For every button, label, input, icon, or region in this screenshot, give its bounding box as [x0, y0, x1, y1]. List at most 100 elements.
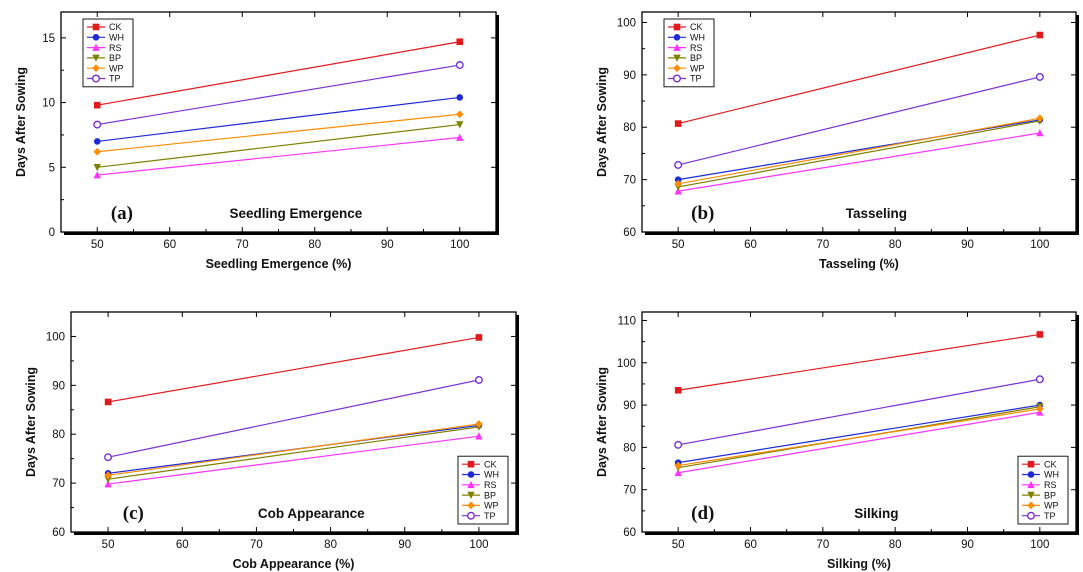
data-point-wh [93, 138, 101, 145]
series-line-ck [678, 34, 1040, 125]
x-tick-label: 100 [1030, 539, 1049, 551]
y-tick-label: 15 [42, 33, 55, 45]
y-tick-label: 90 [52, 380, 65, 392]
data-point-wh [456, 94, 464, 101]
legend-box [663, 18, 715, 88]
y-axis-title: Days After Sowing [24, 367, 38, 477]
series-line-wh [678, 119, 1040, 181]
y-tick-label: 90 [623, 70, 636, 82]
legend-label-wp: WP [1044, 501, 1059, 511]
x-tick-label: 100 [469, 539, 488, 551]
series-line-wh [97, 96, 460, 143]
data-point-bp [456, 121, 464, 129]
chart-panel-2: 50 60 70 80 90 100 60 70 80 90 100 Tasseling (%) Day… [595, 11, 1079, 271]
panel-title: Silking [854, 506, 898, 521]
y-tick-label: 70 [623, 175, 636, 187]
chart-panel-1: 50 60 70 80 90 100 0 5 10 15 Seedling Emergence (%… [14, 11, 499, 271]
x-tick-label: 60 [163, 239, 176, 251]
legend-marker-ck [1027, 460, 1035, 468]
y-tick-label: 110 [618, 315, 636, 327]
legend-label-tp: TP [109, 74, 121, 84]
y-tick-label: 5 [49, 162, 55, 174]
legend-label-rs: RS [1044, 480, 1057, 490]
y-tick-label: 90 [623, 400, 636, 412]
x-tick-label: 90 [381, 239, 394, 251]
y-tick-label: 70 [52, 478, 65, 490]
legend-box [457, 455, 509, 525]
legend-marker-tp [91, 74, 100, 83]
y-tick-label: 80 [52, 429, 65, 441]
legend-label-ck: CK [690, 22, 703, 32]
legend-marker-ck [92, 23, 100, 31]
series-line-wp [97, 113, 460, 153]
data-point-tp [455, 61, 464, 70]
data-point-ck [1036, 31, 1044, 39]
series-line-wp [678, 408, 1040, 467]
data-point-wp [674, 179, 682, 188]
x-tick-label: 70 [816, 539, 829, 551]
data-point-ck [1036, 331, 1044, 338]
series-line-rs [97, 136, 460, 176]
series-line-tp [107, 379, 480, 458]
legend-label-wp: WP [690, 63, 705, 73]
legend-box [1017, 455, 1069, 525]
y-tick-label: 70 [623, 485, 636, 497]
legend-label-ck: CK [484, 459, 497, 469]
legend-marker-rs [92, 43, 100, 51]
data-point-ck [674, 120, 682, 127]
legend-label-tp: TP [484, 511, 496, 521]
series-line-rs [108, 435, 479, 485]
x-tick-label: 50 [102, 539, 115, 551]
legend-marker-tp [1026, 511, 1035, 520]
x-tick-label: 90 [961, 539, 974, 551]
legend-label-rs: RS [484, 480, 497, 490]
legend-label-rs: RS [109, 43, 122, 53]
legend-marker-rs [673, 43, 681, 51]
legend-marker-tp [467, 511, 476, 520]
legend-marker-wh [467, 471, 475, 478]
y-tick-label: 80 [623, 122, 636, 134]
data-point-tp [1035, 72, 1044, 81]
data-point-ck [456, 38, 464, 46]
series-line-rs [678, 132, 1040, 192]
x-axis-title: Cob Appearance (%) [233, 557, 355, 571]
series-line-bp [97, 123, 460, 168]
series-line-tp [97, 64, 460, 126]
legend-label-bp: BP [484, 490, 496, 500]
panel-tag: (c) [123, 503, 144, 524]
panel-tag: (d) [691, 503, 714, 524]
data-point-wp [674, 461, 682, 470]
chart-panel-3: 50 60 70 80 90 100 60 70 80 90 100 Cob Appearance (… [24, 311, 519, 571]
y-tick-label: 100 [617, 17, 636, 29]
y-tick-label: 100 [46, 331, 65, 343]
legend-marker-wp [673, 64, 681, 73]
data-point-rs [93, 171, 101, 179]
y-tick-label: 10 [42, 98, 55, 110]
series-line-ck [97, 41, 460, 106]
data-point-wp [475, 420, 483, 428]
data-point-rs [475, 432, 483, 440]
y-tick-label: 80 [623, 442, 636, 454]
data-point-wp [1036, 404, 1044, 413]
plot-frame [70, 311, 517, 533]
legend-label-wh: WH [109, 33, 124, 43]
series-line-wh [678, 404, 1040, 464]
data-point-tp [674, 440, 683, 449]
data-point-bp [93, 163, 101, 172]
y-axis-title: Days After Sowing [595, 67, 609, 177]
legend-marker-rs [467, 480, 475, 489]
x-tick-label: 50 [672, 539, 685, 551]
legend-marker-ck [673, 23, 681, 31]
series-line-ck [107, 336, 480, 403]
legend-marker-wh [92, 34, 100, 41]
x-tick-label: 60 [744, 539, 757, 551]
legend-label-bp: BP [1044, 490, 1056, 500]
x-tick-label: 80 [308, 239, 321, 251]
series-line-tp [678, 378, 1040, 446]
y-axis-title: Days After Sowing [14, 67, 28, 177]
x-tick-label: 80 [889, 239, 902, 251]
legend-marker-bp [673, 54, 681, 62]
legend-label-bp: BP [690, 53, 702, 63]
panel-title: Tasseling [846, 206, 907, 221]
legend-marker-rs [1027, 480, 1035, 489]
